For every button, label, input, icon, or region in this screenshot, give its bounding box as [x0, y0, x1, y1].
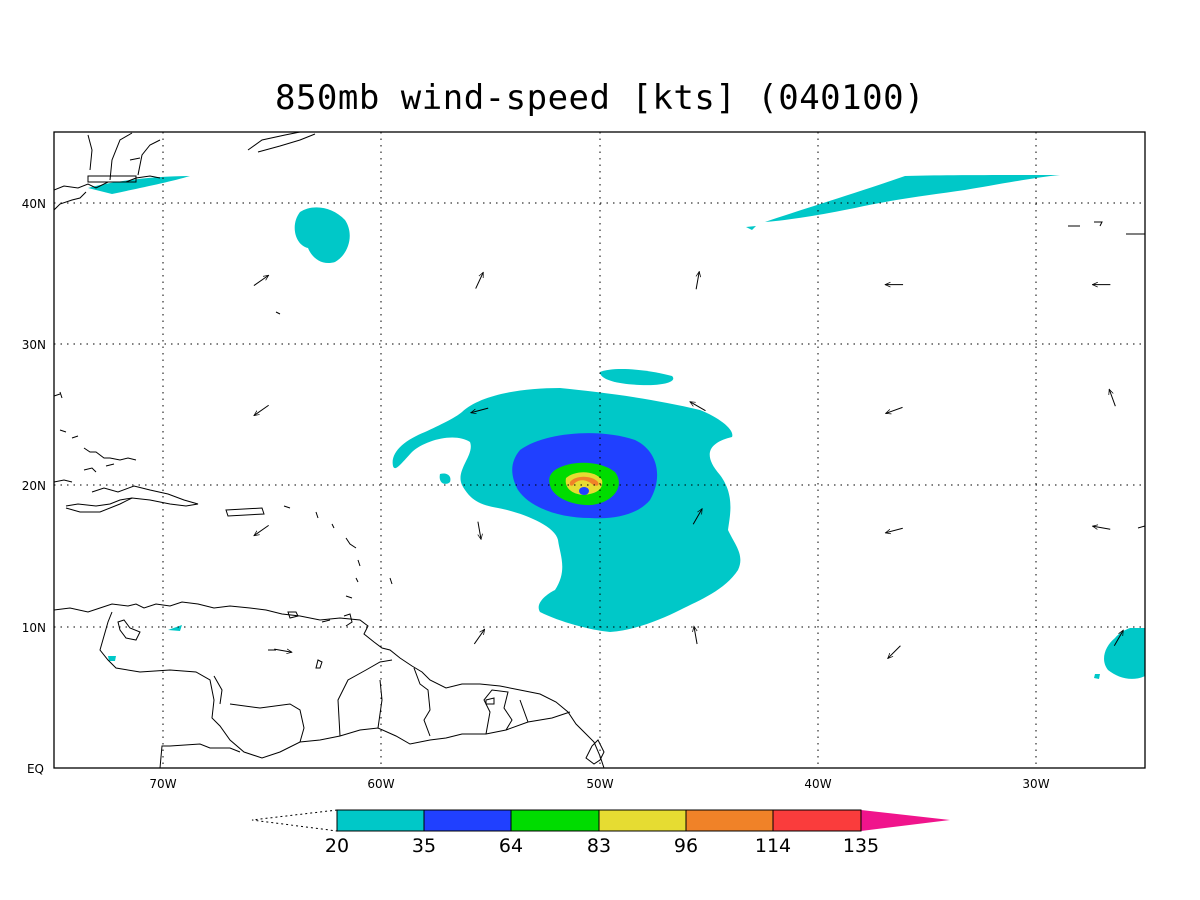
contour-20kt-nw-coast [88, 176, 190, 194]
wind-vector-arrow [692, 509, 702, 525]
wind-vector-arrow [1092, 526, 1111, 530]
wind-vector-arrow [695, 272, 699, 290]
contour-83kt [565, 472, 603, 495]
contour-20kt-small [439, 473, 451, 484]
wind-vector-arrow [254, 404, 269, 415]
wind-speed-shading [88, 175, 1145, 679]
contour-20kt-coast-dot [108, 656, 116, 661]
contour-20kt-band-ne [765, 175, 1060, 222]
colorbar-above-triangle [861, 810, 950, 831]
wind-vector-arrow [473, 629, 484, 645]
colorbar-bin [772, 809, 862, 832]
lat-tick-label: 10N [22, 621, 46, 635]
colorbar-label: 83 [587, 835, 611, 857]
wind-vectors [254, 272, 1123, 659]
contour-20kt-dot-se [1094, 674, 1100, 679]
contour-96kt [569, 476, 599, 486]
plot-frame [53, 131, 1146, 769]
wind-vector-arrow [694, 626, 698, 645]
colorbar-bin [336, 809, 425, 832]
lon-tick-label: 70W [149, 777, 176, 791]
lon-tick-label: 50W [586, 777, 613, 791]
colorbar-bin [423, 809, 512, 832]
colorbar: 20 35 64 83 96 114 135 [251, 809, 950, 857]
wind-vector-arrow [274, 648, 292, 652]
map-title: 850mb wind-speed [kts] (040100) [274, 78, 926, 118]
wind-vector-arrow [254, 524, 269, 535]
colorbar-label: 114 [755, 835, 791, 857]
storm-eye [579, 487, 589, 495]
lon-tick-label: 40W [804, 777, 831, 791]
wind-vector-arrow [475, 272, 484, 289]
wind-vector-arrow [471, 407, 489, 413]
contour-20kt-caribbean [168, 625, 182, 631]
colorbar-label: 96 [674, 835, 698, 857]
colorbar-bin [598, 809, 687, 832]
wind-vector-arrow [477, 521, 481, 540]
contour-20kt-north [600, 369, 674, 386]
colorbar-bin [685, 809, 774, 832]
contour-20kt-se [1104, 628, 1145, 679]
colorbar-label: 64 [499, 835, 523, 857]
lon-tick-label: 30W [1022, 777, 1049, 791]
contour-20kt-dot-ne [746, 226, 756, 230]
colorbar-bin [510, 809, 600, 832]
colorbar-label: 35 [412, 835, 436, 857]
wind-vector-arrow [690, 402, 706, 412]
colorbar-below-triangle [251, 809, 338, 832]
lat-tick-labels: EQ 10N 20N 30N 40N [22, 197, 46, 776]
coastlines [54, 132, 1145, 768]
lat-tick-label: EQ [27, 762, 44, 776]
wind-vector-arrow [888, 645, 901, 659]
contour-20kt-cloud-nw [294, 207, 350, 264]
lat-tick-label: 20N [22, 479, 46, 493]
wind-vector-arrow [1113, 630, 1123, 647]
lon-tick-label: 60W [367, 777, 394, 791]
wind-vector-arrow [885, 527, 903, 533]
wind-vector-arrow [253, 275, 269, 286]
lat-tick-label: 30N [22, 338, 46, 352]
wind-vector-arrow [886, 406, 903, 413]
lon-tick-labels: 70W 60W 50W 40W 30W [149, 777, 1049, 791]
colorbar-label: 135 [843, 835, 879, 857]
wind-vector-arrow [1109, 389, 1116, 407]
colorbar-label: 20 [325, 835, 349, 857]
lat-tick-label: 40N [22, 197, 46, 211]
